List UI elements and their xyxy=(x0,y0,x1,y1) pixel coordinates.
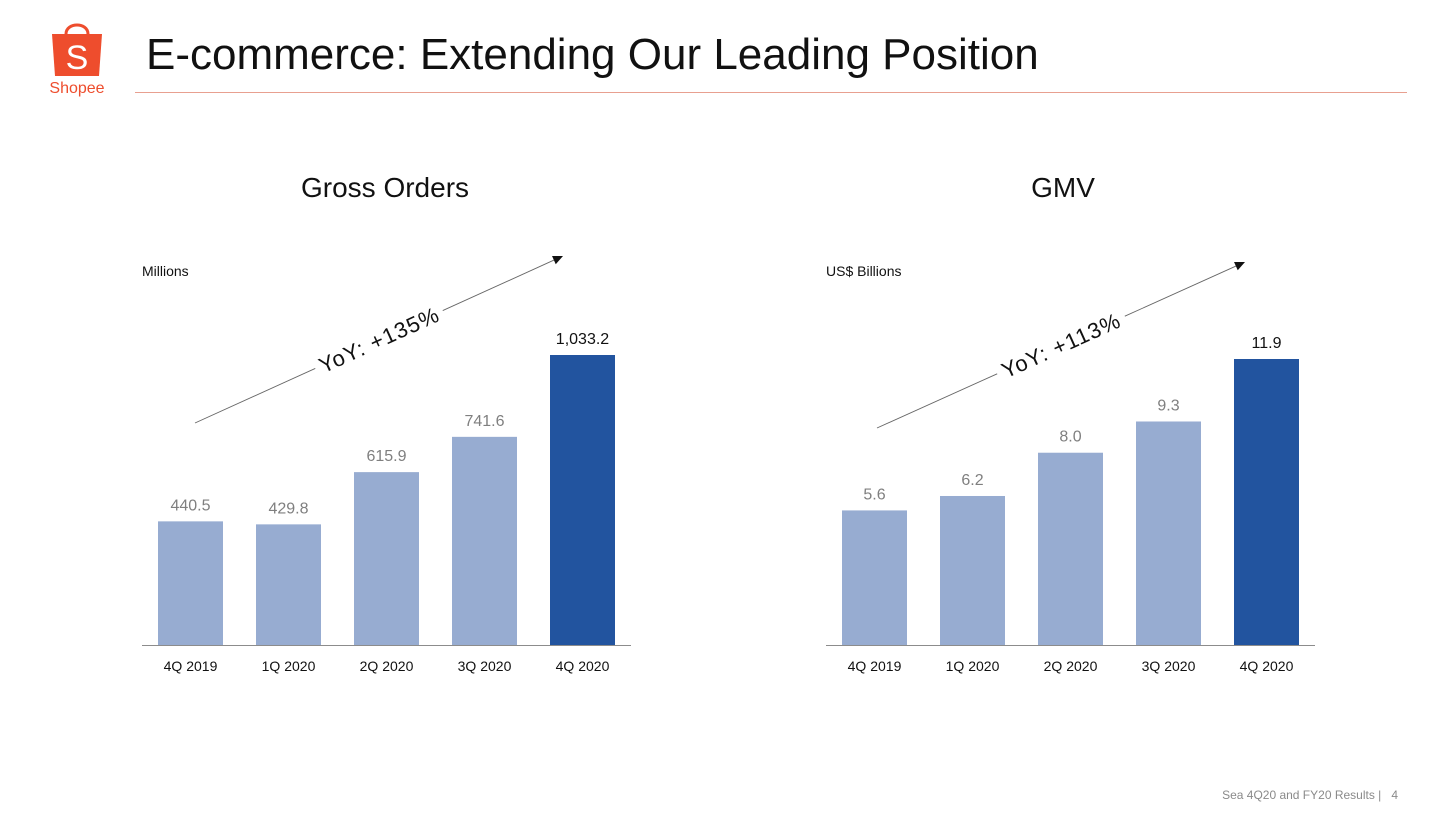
trend-line xyxy=(442,259,555,311)
bar-4q-2020 xyxy=(1234,359,1299,645)
trend-arrowhead xyxy=(1234,262,1245,271)
bar-2q-2020 xyxy=(354,472,419,645)
bar-1q-2020 xyxy=(940,495,1005,645)
page-title: E-commerce: Extending Our Leading Positi… xyxy=(146,30,1039,79)
x-tick-label: 1Q 2020 xyxy=(262,658,316,674)
bar-1q-2020 xyxy=(256,524,321,645)
logo-glyph: S xyxy=(66,39,89,77)
data-label: 6.2 xyxy=(961,472,983,489)
trend-line xyxy=(876,373,998,429)
x-tick-label: 3Q 2020 xyxy=(458,658,512,674)
data-label: 11.9 xyxy=(1252,335,1282,352)
data-label: 8.0 xyxy=(1059,429,1081,446)
footer-text: Sea 4Q20 and FY20 Results | xyxy=(1222,788,1382,802)
unit-label: Millions xyxy=(142,263,189,279)
data-label: 9.3 xyxy=(1157,397,1179,414)
bar-3q-2020 xyxy=(1136,421,1201,645)
x-tick-label: 3Q 2020 xyxy=(1142,658,1196,674)
data-label: 5.6 xyxy=(863,486,885,503)
shopee-logo: S Shopee xyxy=(44,18,110,102)
data-label: 1,033.2 xyxy=(556,331,609,348)
x-tick-label: 1Q 2020 xyxy=(946,658,1000,674)
bar-2q-2020 xyxy=(1038,452,1103,645)
unit-label: US$ Billions xyxy=(826,263,901,279)
x-tick-label: 4Q 2019 xyxy=(164,658,218,674)
chart-title: Gross Orders xyxy=(301,172,469,203)
page-number: 4 xyxy=(1391,788,1398,802)
x-tick-label: 4Q 2019 xyxy=(848,658,902,674)
bar-4q-2019 xyxy=(842,510,907,645)
shopping-bag-icon: S xyxy=(52,23,102,77)
bar-4q-2019 xyxy=(158,521,223,645)
data-label: 440.5 xyxy=(170,497,210,514)
yoy-annotation: YoY: +135% xyxy=(315,302,443,378)
data-label: 741.6 xyxy=(464,413,504,430)
bar-3q-2020 xyxy=(452,436,517,645)
x-tick-label: 2Q 2020 xyxy=(1044,658,1098,674)
footer: Sea 4Q20 and FY20 Results | 4 xyxy=(1222,788,1398,802)
bar-4q-2020 xyxy=(550,355,615,645)
data-label: 429.8 xyxy=(268,500,308,517)
title-divider xyxy=(135,92,1407,93)
trend-line xyxy=(194,368,316,424)
x-tick-label: 4Q 2020 xyxy=(1240,658,1294,674)
logo-text: Shopee xyxy=(49,80,105,97)
x-tick-label: 4Q 2020 xyxy=(556,658,610,674)
trend-arrowhead xyxy=(552,256,563,265)
chart-title: GMV xyxy=(1031,172,1095,203)
data-label: 615.9 xyxy=(366,448,406,465)
x-tick-label: 2Q 2020 xyxy=(360,658,414,674)
yoy-annotation: YoY: +113% xyxy=(998,308,1125,383)
trend-line xyxy=(1124,265,1237,317)
bag-body xyxy=(52,34,102,76)
